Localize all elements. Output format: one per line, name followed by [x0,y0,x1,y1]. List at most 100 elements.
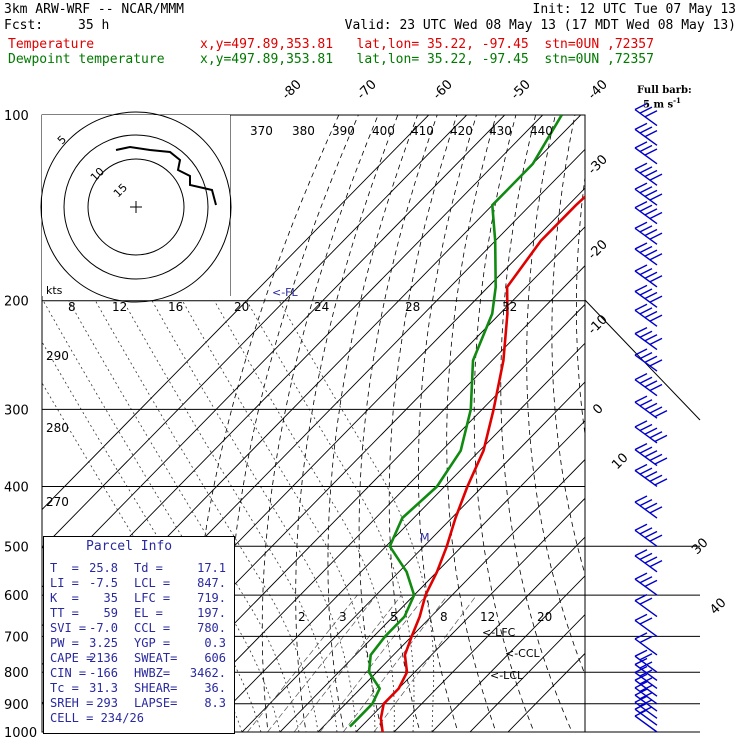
fcst-value: 35 h [78,18,110,33]
pressure-tick-label: 400 [4,480,29,495]
wind-barb-flag [644,380,658,388]
wind-barb-flag [644,110,658,118]
wind-barb-flag [644,249,658,257]
wind-barb-flag [634,221,648,229]
dry-adiabat [624,115,740,740]
barb-legend-line2: 5 m s-1 [643,96,681,111]
wind-barb-flag [649,406,663,414]
wind-barb-flag [654,478,668,486]
mixing-ratio-line [247,594,358,732]
parcel-info-cell: 847. [197,576,226,590]
isotherm-line [42,115,543,627]
parcel-info-cell: 780. [197,621,226,635]
wind-barb-flag [644,530,658,539]
theta-label: 380 [292,124,315,138]
wind-barb-flag [644,427,658,435]
wind-barb-flag [649,559,663,568]
wind-barb-flag [639,617,653,625]
wind-barb [634,141,658,165]
wind-barb-staff [634,449,658,467]
wind-barb [634,593,658,618]
isotherm-line [241,381,585,732]
wind-barb [634,420,668,444]
theta-label: 430 [489,124,512,138]
wind-barb-flag [649,431,663,439]
wind-barb-flag [644,189,658,197]
wind-barb [634,395,668,419]
dry-adiabat [473,115,535,732]
dry-adiabat [551,115,585,576]
wind-barb [634,102,658,127]
wind-barb-flag [634,613,648,622]
pressure-tick-label: 800 [4,666,29,681]
wind-barb-flag [649,275,663,283]
pressure-tick-label: 900 [4,698,29,713]
hodograph-trace [115,145,217,206]
wind-barb-staff [634,638,658,656]
wind-barb-staff [634,600,658,618]
dry-adiabat [690,115,740,740]
wind-barb [634,182,663,206]
theta-label: 390 [332,124,355,138]
wind-barb-flag [639,330,653,338]
parcel-info-cell: 35 [103,591,118,605]
theta-label: 270 [46,495,69,509]
wind-barb-flag [639,376,653,384]
wind-barb-staff [634,270,658,288]
wind-barb-flag [639,288,653,296]
parcel-info-cell: 197. [197,606,226,620]
mixing-ratio-line [319,594,427,732]
wind-barb [634,284,663,308]
parcel-info-row: Tc = 31.3 SHEAR= 36. [50,681,230,696]
wind-barb [634,549,663,573]
mixing-ratio-label: 24 [314,300,329,314]
wind-barb-flag [639,446,653,454]
barb-legend-unit: 5 m s [643,99,674,111]
isotherm-label: 10 [609,451,631,473]
isotherm-label: 30 [689,536,711,558]
parcel-info-cell: CELL = 234/26 [50,711,144,725]
wind-barb-staff [634,529,658,547]
parcel-info-cell: SWEAT= [134,651,178,665]
wind-barb-staff [634,469,658,488]
wind-barb [634,162,663,186]
level-label-fl: <-FL [272,286,299,299]
parcel-info-cell: CIN = [50,666,87,680]
temperature-trace [379,194,585,732]
parcel-info-cell: 59 [103,606,118,620]
dry-adiabat [732,115,740,740]
dry-adiabat [295,115,399,732]
wind-barb-flag [634,264,648,272]
parcel-info-cell: TT = [50,606,79,620]
wind-barb-flag [639,423,653,432]
wind-barb-flag [649,337,663,346]
parcel-info-cell: K = [50,591,79,605]
dry-adiabat [191,115,340,732]
wind-barb-flag [634,348,648,356]
parcel-info-cell: 293 [96,696,118,710]
wind-barb-flag [639,635,653,644]
temperature-location: x,y=497.89,353.81 lat,lon= 35.22, -97.45… [200,37,654,52]
theta-label: 440 [530,124,553,138]
wind-barb-staff [634,379,658,397]
level-label-lfc: <-LFC [482,626,516,639]
pressure-tick-label: 100 [4,109,29,124]
wind-barb-flag [644,556,658,564]
wind-barb-flag [634,182,648,190]
dry-adiabat [388,115,458,732]
wind-barb-flag [639,166,653,174]
parcel-info-cell: 0.3 [204,636,226,650]
parcel-info-cell: YGP = [134,636,171,650]
parcel-info-cell: 2136 [89,651,118,665]
wind-barb-flag [639,352,653,360]
parcel-info-cell: LCL = [134,576,171,590]
wind-barb [634,613,658,637]
wind-barb-flag [634,442,648,451]
dry-adiabat [227,115,359,732]
pressure-tick-label: 600 [4,589,29,604]
mixing-ratio-label: 20 [234,300,249,314]
wind-barb-flag [639,186,653,194]
temperature-legend: Temperature [8,37,95,52]
wind-barb-staff [634,501,658,519]
